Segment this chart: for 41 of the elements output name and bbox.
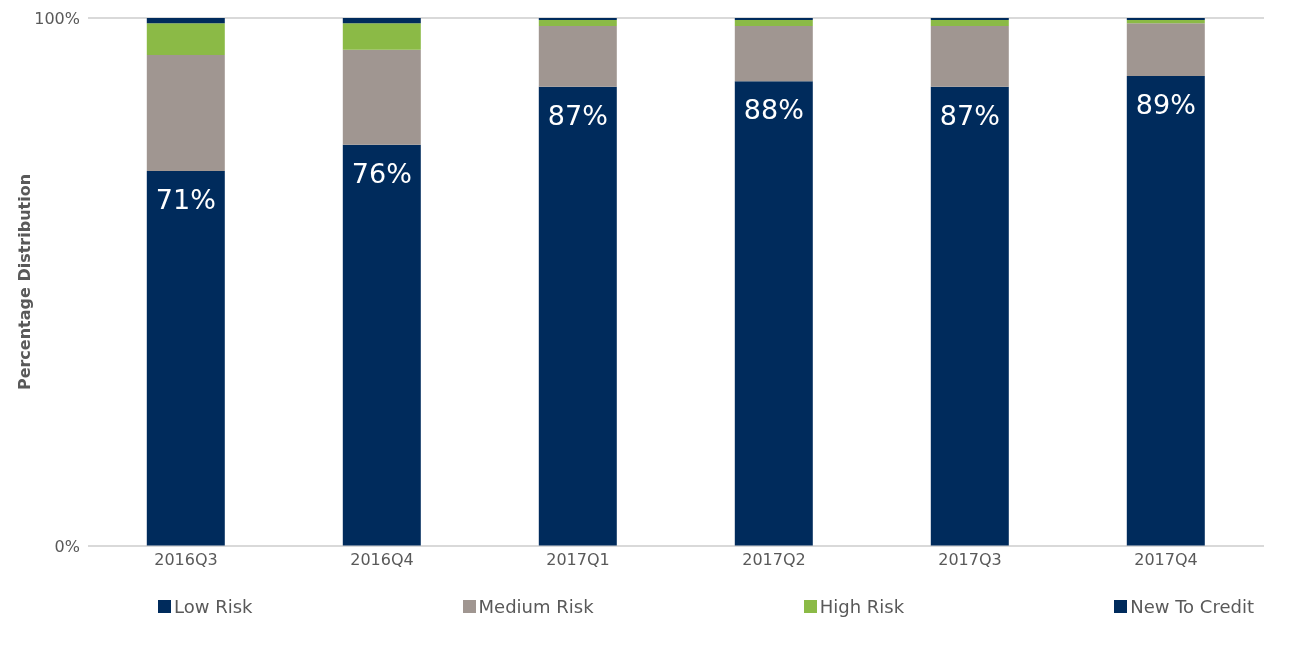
data-label: 76% [351, 157, 412, 189]
data-label: 71% [155, 184, 216, 216]
bar [1126, 23, 1205, 77]
x-tick-label: 2017Q1 [546, 550, 610, 570]
bar [342, 49, 421, 145]
bar [538, 86, 617, 546]
bar [146, 54, 225, 172]
y-axis-title: Percentage Distribution [14, 173, 34, 391]
legend-label: Low Risk [174, 596, 253, 617]
x-tick-label: 2016Q4 [350, 550, 414, 570]
bar [930, 86, 1009, 546]
bar [342, 23, 421, 50]
x-tick-label: 2016Q3 [154, 550, 218, 570]
y-tick-label: 100% [34, 8, 80, 28]
bar [734, 18, 813, 21]
data-label: 87% [939, 99, 1000, 131]
bar [146, 18, 225, 24]
legend-label: High Risk [819, 596, 905, 617]
y-tick-label: 0% [54, 536, 80, 556]
x-tick-label: 2017Q2 [742, 550, 806, 570]
bar [146, 23, 225, 55]
bar [734, 20, 813, 26]
bar [342, 18, 421, 24]
legend-label: Medium Risk [478, 596, 594, 617]
x-tick-label: 2017Q3 [938, 550, 1002, 570]
bar [930, 20, 1009, 26]
bar [342, 144, 421, 546]
bar [734, 81, 813, 546]
x-tick-label: 2017Q4 [1134, 550, 1198, 570]
data-label: 89% [1135, 89, 1196, 121]
bar [930, 25, 1009, 87]
bar [146, 171, 225, 546]
bar [1126, 76, 1205, 546]
bar [538, 25, 617, 87]
bar [538, 18, 617, 21]
data-label: 88% [743, 94, 804, 126]
bar [734, 25, 813, 82]
bar [538, 20, 617, 26]
data-label: 87% [547, 99, 608, 131]
legend-label: New To Credit [1130, 596, 1254, 617]
bar [930, 18, 1009, 21]
